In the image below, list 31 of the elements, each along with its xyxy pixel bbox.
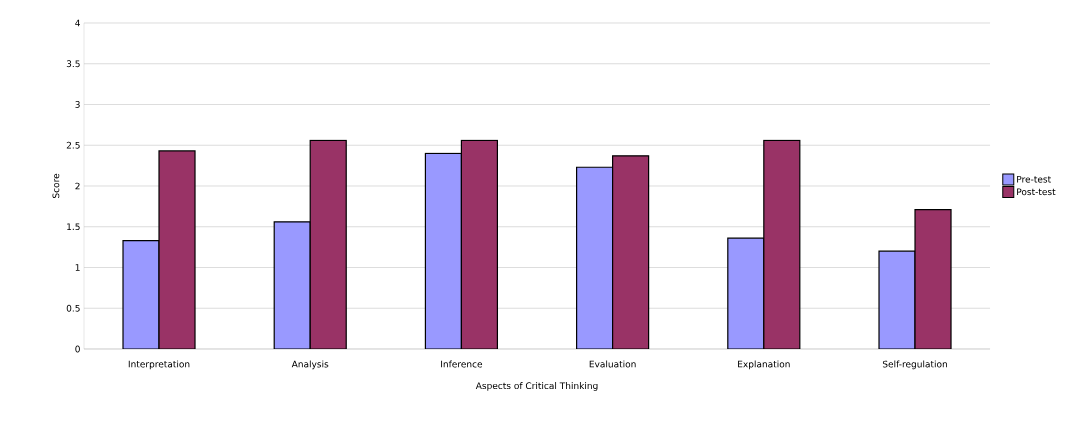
x-tick-label: Inference	[441, 360, 483, 368]
bar	[727, 237, 765, 349]
bar	[576, 166, 614, 349]
x-tick-label: Explanation	[738, 360, 790, 370]
y-tick-label: 3	[75, 101, 80, 108]
x-tick-label: Interpretation	[128, 360, 190, 370]
y-tick-label: 2.5	[66, 141, 80, 149]
y-axis-title: Score	[52, 173, 60, 199]
bar	[878, 250, 916, 349]
bar	[460, 139, 499, 349]
bar	[309, 139, 347, 349]
bar	[273, 221, 311, 349]
x-tick-label: Self-regulation	[882, 360, 947, 370]
x-tick-label: Evaluation	[589, 360, 636, 368]
x-tick-label: Analysis	[291, 360, 329, 370]
legend-label: Pre-test	[1017, 175, 1051, 183]
bar	[763, 139, 801, 349]
y-tick-label: 1	[75, 264, 80, 271]
x-axis-title: Aspects of Critical Thinking	[475, 382, 598, 391]
bar	[158, 150, 196, 349]
y-tick-label: 4	[75, 19, 80, 27]
y-tick-label: 0	[75, 345, 80, 353]
bar	[612, 155, 650, 349]
y-tick-label: 0.5	[66, 304, 80, 312]
y-tick-label: 3.5	[66, 60, 80, 68]
y-tick-label: 2	[75, 182, 80, 190]
bar	[122, 240, 160, 349]
bar	[914, 209, 952, 349]
legend-label: Post-test	[1017, 188, 1056, 196]
bar	[424, 152, 463, 349]
y-tick-label: 1.5	[67, 223, 80, 231]
